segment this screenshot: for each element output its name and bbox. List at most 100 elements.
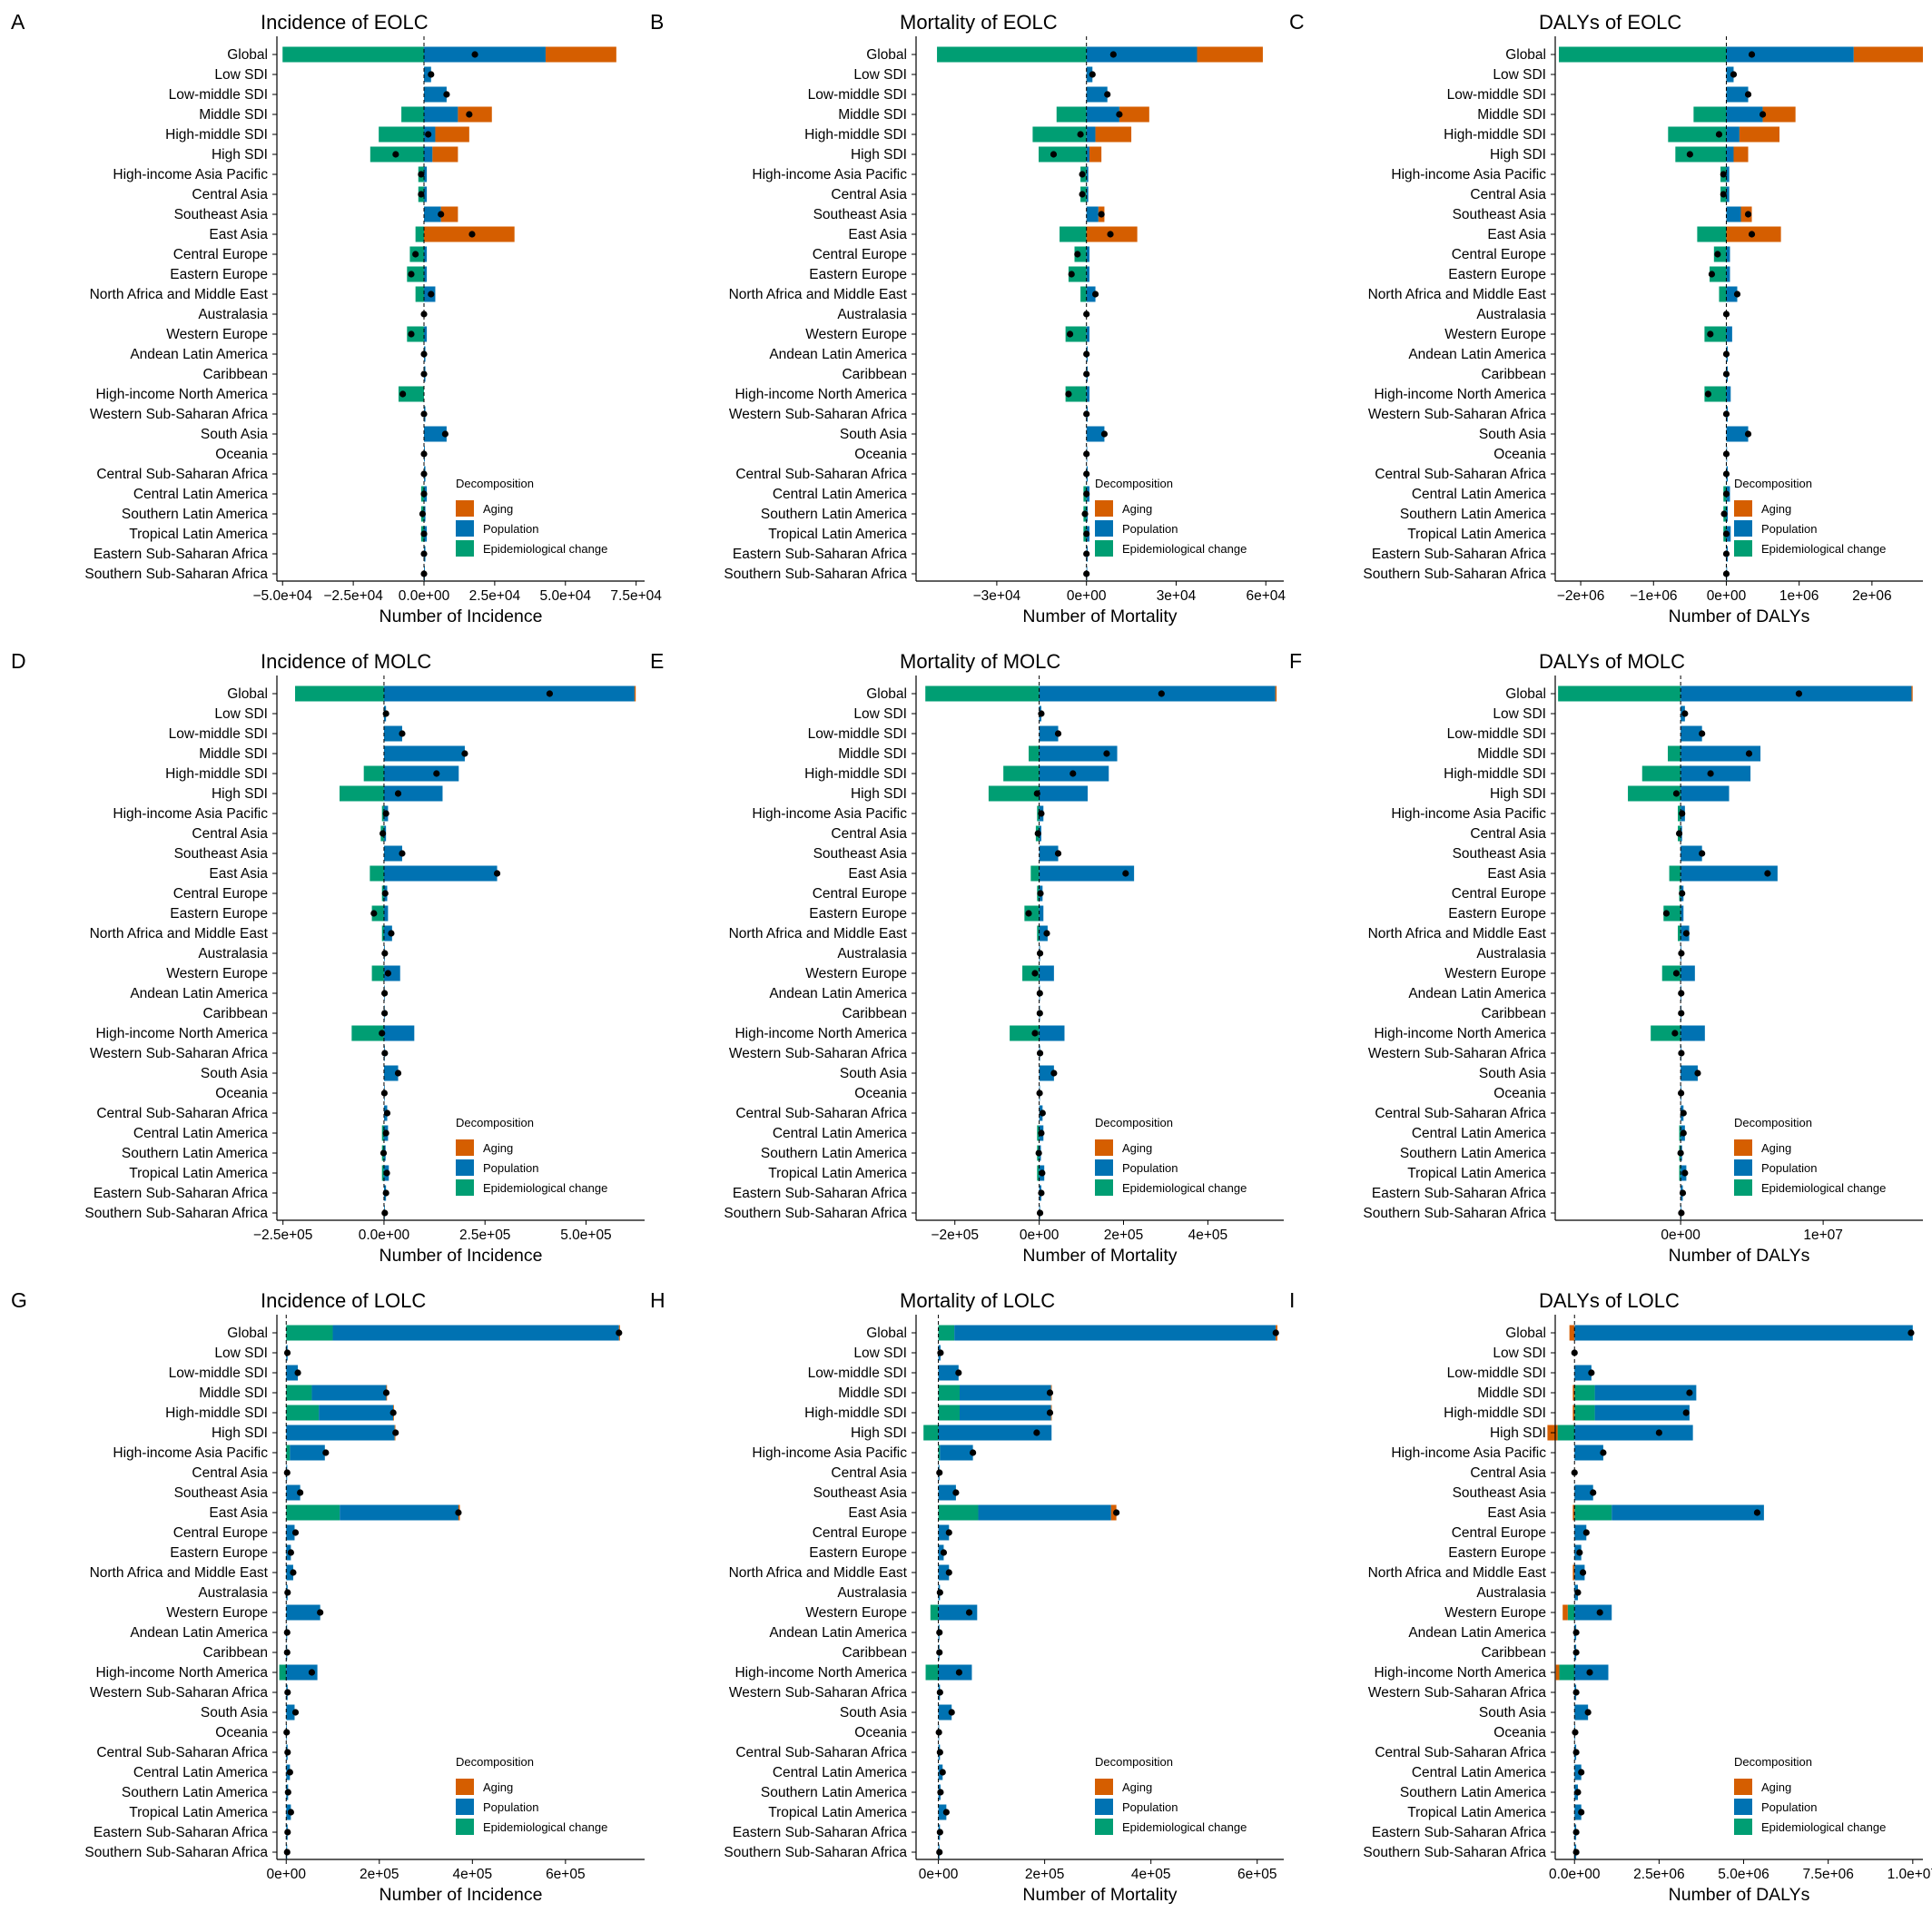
net-point [1588, 1369, 1595, 1376]
net-point [955, 1369, 962, 1376]
region-label: Tropical Latin America [1407, 1805, 1546, 1820]
net-point [936, 1829, 943, 1836]
bar-population [286, 1365, 299, 1381]
net-point [441, 430, 448, 438]
region-label: Global [1505, 686, 1546, 702]
net-point [939, 1769, 946, 1776]
net-point [1678, 950, 1685, 957]
x-tick-label: 5.0e+04 [540, 588, 592, 604]
legend-label: Aging [1122, 502, 1152, 516]
net-point [283, 1649, 291, 1656]
panel-letter: C [1289, 10, 1305, 34]
net-point [322, 1449, 330, 1456]
bar-population [286, 1524, 295, 1541]
legend-swatch-population [1095, 1799, 1113, 1815]
bar-epidemiological-change [1679, 1165, 1681, 1181]
net-point [283, 1729, 291, 1736]
region-label: Central Europe [813, 247, 907, 262]
net-point [1079, 191, 1086, 198]
net-point [1065, 390, 1072, 398]
region-label: High-middle SDI [1444, 127, 1546, 143]
net-point [286, 1769, 293, 1776]
net-point [1068, 271, 1075, 278]
net-point [955, 1669, 963, 1676]
net-point [1584, 1709, 1592, 1716]
net-point [1748, 51, 1756, 58]
net-point [1686, 1389, 1693, 1396]
legend-label: Epidemiological change [483, 542, 607, 556]
region-label: Southern Sub-Saharan Africa [84, 567, 268, 582]
net-point [1753, 1509, 1761, 1516]
region-label: North Africa and Middle East [1368, 287, 1547, 302]
net-point [942, 1809, 950, 1816]
bar-epidemiological-change [923, 1425, 939, 1441]
bar-population [1039, 745, 1118, 762]
bar-population [286, 1484, 301, 1501]
net-point [1722, 470, 1730, 478]
net-point [380, 830, 387, 837]
bar-population [1039, 1065, 1054, 1081]
region-label: Central Latin America [773, 487, 908, 502]
region-label: High SDI [851, 786, 907, 802]
region-label: Low-middle SDI [169, 87, 268, 103]
bar-epidemiological-change [1060, 226, 1087, 242]
net-point [1672, 790, 1681, 797]
bar-population [1039, 965, 1054, 981]
net-point [408, 271, 415, 278]
region-label: South Asia [1479, 1066, 1546, 1081]
net-point [1571, 1469, 1578, 1476]
region-label: Central Latin America [133, 487, 269, 502]
bar-epidemiological-change [407, 326, 424, 342]
net-point [471, 51, 478, 58]
region-label: Australasia [1476, 307, 1546, 322]
region-label: Oceania [1493, 1725, 1546, 1740]
bar-aging [1911, 685, 1913, 702]
net-point [1722, 450, 1730, 458]
region-label: North Africa and Middle East [90, 1565, 269, 1581]
region-label: Western Europe [1444, 966, 1546, 981]
legend: Decomposition Aging Population Epidemiologi… [456, 1116, 607, 1196]
bar-population [286, 1664, 318, 1681]
bar-population [1726, 126, 1740, 143]
bar-population [1726, 426, 1749, 442]
bar-epidemiological-change [938, 1325, 955, 1341]
bar-epidemiological-change [1559, 46, 1727, 63]
net-point [412, 251, 419, 258]
net-point [383, 1109, 391, 1117]
legend-swatch-epidemiological-change [456, 1819, 474, 1835]
region-label: Southern Sub-Saharan Africa [1363, 1206, 1546, 1221]
net-point [284, 1829, 291, 1836]
bar-population [1681, 745, 1761, 762]
legend-swatch-population [1734, 520, 1752, 537]
x-tick-label: 1e+06 [1779, 588, 1819, 604]
region-label: Middle SDI [838, 107, 907, 123]
panel-title: DALYs of EOLC [1539, 11, 1681, 34]
bar-population [286, 1604, 320, 1621]
region-label: Global [866, 1326, 907, 1341]
region-label: High-income North America [95, 1026, 268, 1041]
bar-epidemiological-change [286, 1385, 312, 1401]
net-point [1704, 390, 1712, 398]
legend-swatch-epidemiological-change [456, 540, 474, 557]
region-label: Southern Latin America [1400, 1785, 1547, 1800]
net-point [1744, 91, 1752, 98]
net-point [1038, 710, 1045, 717]
net-point [381, 1010, 389, 1017]
bar-epidemiological-change [1065, 326, 1087, 342]
net-point [1730, 71, 1738, 78]
net-point [388, 930, 395, 937]
bar-population [1726, 46, 1854, 63]
net-point [389, 1409, 397, 1416]
net-point [290, 1569, 297, 1576]
net-point [1031, 1030, 1039, 1037]
bar-population [1086, 86, 1108, 103]
bar-epidemiological-change [988, 785, 1040, 802]
net-point [381, 1209, 389, 1217]
region-label: Global [227, 1326, 268, 1341]
bar-epidemiological-change [1628, 785, 1681, 802]
net-point [1586, 1669, 1593, 1676]
region-label: Eastern Sub-Saharan Africa [1372, 547, 1547, 562]
region-label: High-middle SDI [1444, 766, 1546, 782]
region-label: Central Europe [813, 886, 907, 902]
net-point [1675, 830, 1683, 837]
